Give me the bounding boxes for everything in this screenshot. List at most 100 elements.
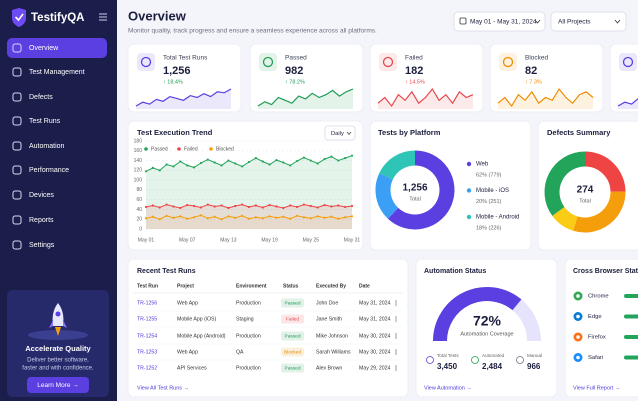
nav-item[interactable]: Test Management bbox=[29, 69, 85, 76]
nav-icon bbox=[12, 43, 22, 53]
browser-icon-center bbox=[576, 294, 580, 298]
nav-item[interactable]: Devices bbox=[29, 192, 54, 199]
point bbox=[344, 205, 347, 209]
promo-button[interactable] bbox=[27, 377, 89, 393]
period-label[interactable]: Daily bbox=[331, 131, 344, 137]
point bbox=[247, 205, 251, 209]
point bbox=[282, 161, 285, 164]
sparkline bbox=[617, 97, 638, 107]
point bbox=[227, 159, 230, 162]
point bbox=[192, 204, 196, 208]
run-link[interactable]: TR-1253 bbox=[137, 349, 157, 355]
point bbox=[323, 157, 326, 161]
nav-icon bbox=[12, 215, 22, 225]
date-picker[interactable] bbox=[453, 11, 546, 32]
row-menu bbox=[395, 316, 397, 318]
cell: May 30, 2024 bbox=[359, 349, 391, 355]
kpi-icon bbox=[382, 56, 394, 68]
browser-name: Chrome bbox=[588, 294, 609, 300]
browser-name: Edge bbox=[588, 314, 602, 320]
view-link[interactable]: View Full Report → bbox=[573, 385, 620, 391]
point bbox=[172, 165, 175, 168]
browser-icon-center bbox=[576, 335, 580, 339]
kpi-icon-bg bbox=[379, 53, 397, 71]
x-tick-label: May 25 bbox=[303, 237, 320, 243]
nav-item[interactable]: Performance bbox=[29, 167, 69, 174]
row-menu bbox=[395, 337, 397, 339]
run-link[interactable]: TR-1252 bbox=[137, 365, 157, 371]
sparkline bbox=[377, 87, 474, 108]
point bbox=[220, 204, 223, 207]
kpi-value: 82 bbox=[525, 65, 537, 77]
point bbox=[330, 155, 333, 158]
stat-icon bbox=[471, 356, 479, 364]
point bbox=[282, 215, 285, 218]
logo-icon bbox=[12, 8, 26, 27]
y-tick-label: 20 bbox=[136, 217, 142, 223]
row-menu bbox=[395, 302, 397, 304]
nav-icon bbox=[12, 190, 22, 200]
point bbox=[309, 204, 312, 208]
nav-item[interactable]: Overview bbox=[29, 45, 59, 52]
point bbox=[158, 169, 161, 172]
kpi-value: 182 bbox=[405, 65, 423, 77]
project-select[interactable] bbox=[550, 11, 627, 32]
point bbox=[316, 162, 319, 165]
point bbox=[254, 157, 257, 160]
point bbox=[158, 206, 161, 209]
y-tick-label: 140 bbox=[134, 158, 143, 164]
x-tick-label: May 31 bbox=[344, 237, 361, 243]
nav-item[interactable]: Defects bbox=[29, 94, 53, 101]
cell: Production bbox=[236, 300, 261, 306]
kpi-icon-bg bbox=[259, 53, 277, 71]
y-tick-label: 160 bbox=[134, 148, 143, 154]
view-link[interactable]: View Automation → bbox=[424, 385, 472, 391]
series-area bbox=[146, 155, 352, 229]
nav-item[interactable]: Reports bbox=[29, 217, 54, 224]
kpi-icon bbox=[502, 56, 514, 68]
donut-segment bbox=[584, 151, 626, 193]
point bbox=[337, 204, 340, 207]
donut-segment bbox=[387, 150, 455, 230]
period-select[interactable] bbox=[324, 125, 356, 141]
cell: May 31, 2024 bbox=[359, 316, 391, 322]
point bbox=[302, 156, 306, 159]
point bbox=[172, 205, 175, 208]
run-link[interactable]: TR-1256 bbox=[137, 300, 157, 306]
stat-icon bbox=[516, 356, 524, 364]
row-menu bbox=[395, 318, 397, 320]
nav-item[interactable]: Test Runs bbox=[29, 118, 61, 125]
nav-icon bbox=[12, 141, 22, 151]
card bbox=[609, 43, 638, 113]
chevron bbox=[614, 19, 621, 24]
point bbox=[261, 160, 264, 163]
point bbox=[179, 206, 182, 210]
status-label: Failed bbox=[286, 317, 299, 323]
row-menu bbox=[395, 367, 397, 369]
column-header: Status bbox=[283, 283, 299, 289]
nav-icon bbox=[12, 240, 22, 250]
donut-total-label: Total bbox=[579, 198, 591, 204]
y-tick-label: 40 bbox=[136, 207, 142, 213]
chevron bbox=[534, 19, 541, 24]
kpi-change: ↑ 7.3% bbox=[525, 79, 542, 85]
project-select-label[interactable]: All Projects bbox=[558, 19, 591, 26]
promo-button-label[interactable]: Learn More → bbox=[37, 382, 79, 389]
point bbox=[179, 160, 182, 163]
nav-item[interactable]: Settings bbox=[29, 242, 55, 249]
nav-item[interactable]: Automation bbox=[29, 143, 65, 150]
point bbox=[241, 165, 244, 168]
row-menu bbox=[395, 365, 397, 367]
date-range[interactable]: May 01 - May 31, 2024 bbox=[470, 19, 537, 26]
card-title: Tests by Platform bbox=[378, 128, 441, 137]
cell: QA bbox=[236, 349, 244, 355]
kpi-change: ↑ 14.5% bbox=[405, 79, 425, 85]
status-badge bbox=[281, 331, 304, 341]
point bbox=[282, 206, 285, 210]
view-link[interactable]: View All Test Runs → bbox=[137, 385, 189, 391]
run-link[interactable]: TR-1255 bbox=[137, 316, 157, 322]
card bbox=[249, 43, 364, 113]
run-link[interactable]: TR-1254 bbox=[137, 333, 157, 339]
stat-label: Manual bbox=[527, 353, 542, 358]
